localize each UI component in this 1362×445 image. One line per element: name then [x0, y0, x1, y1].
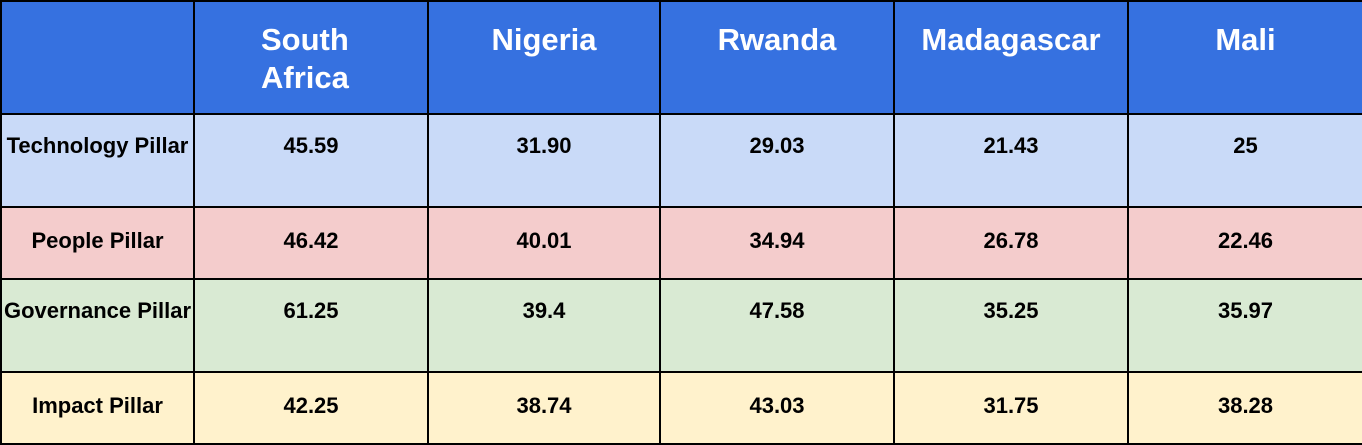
score-cell: 31.90 — [427, 113, 661, 208]
row-label: Governance Pillar — [0, 278, 195, 373]
score-cell: 43.03 — [659, 371, 895, 445]
corner-cell — [0, 0, 195, 115]
row-label: Technology Pillar — [0, 113, 195, 208]
score-cell: 46.42 — [193, 206, 429, 280]
score-cell: 38.28 — [1127, 371, 1362, 445]
score-cell: 26.78 — [893, 206, 1129, 280]
country-header-label: Rwanda — [717, 22, 837, 57]
row-label: People Pillar — [0, 206, 195, 280]
score-cell: 34.94 — [659, 206, 895, 280]
table-row: Impact Pillar 42.25 38.74 43.03 31.75 38… — [0, 371, 1362, 445]
table-row: People Pillar 46.42 40.01 34.94 26.78 22… — [0, 206, 1362, 280]
score-cell: 42.25 — [193, 371, 429, 445]
country-header-label: Nigeria — [491, 22, 597, 57]
score-cell: 39.4 — [427, 278, 661, 373]
score-cell: 45.59 — [193, 113, 429, 208]
score-cell: 22.46 — [1127, 206, 1362, 280]
country-header-label: South Africa — [261, 22, 349, 95]
country-header-label: Madagascar — [921, 22, 1101, 57]
score-cell: 21.43 — [893, 113, 1129, 208]
score-cell: 31.75 — [893, 371, 1129, 445]
table-row: Governance Pillar 61.25 39.4 47.58 35.25… — [0, 278, 1362, 373]
country-header-rwanda: Rwanda — [659, 0, 895, 115]
country-header-mali: Mali — [1127, 0, 1362, 115]
country-header-madagascar: Madagascar — [893, 0, 1129, 115]
country-header-nigeria: Nigeria — [427, 0, 661, 115]
score-cell: 40.01 — [427, 206, 661, 280]
score-cell: 38.74 — [427, 371, 661, 445]
score-cell: 35.97 — [1127, 278, 1362, 373]
score-cell: 25 — [1127, 113, 1362, 208]
country-header-south-africa: South Africa — [193, 0, 429, 115]
score-cell: 47.58 — [659, 278, 895, 373]
score-cell: 29.03 — [659, 113, 895, 208]
score-cell: 35.25 — [893, 278, 1129, 373]
score-cell: 61.25 — [193, 278, 429, 373]
country-header-label: Mali — [1215, 22, 1276, 57]
header-row: South Africa Nigeria Rwanda Madagascar M… — [0, 0, 1362, 115]
row-label: Impact Pillar — [0, 371, 195, 445]
table-row: Technology Pillar 45.59 31.90 29.03 21.4… — [0, 113, 1362, 208]
